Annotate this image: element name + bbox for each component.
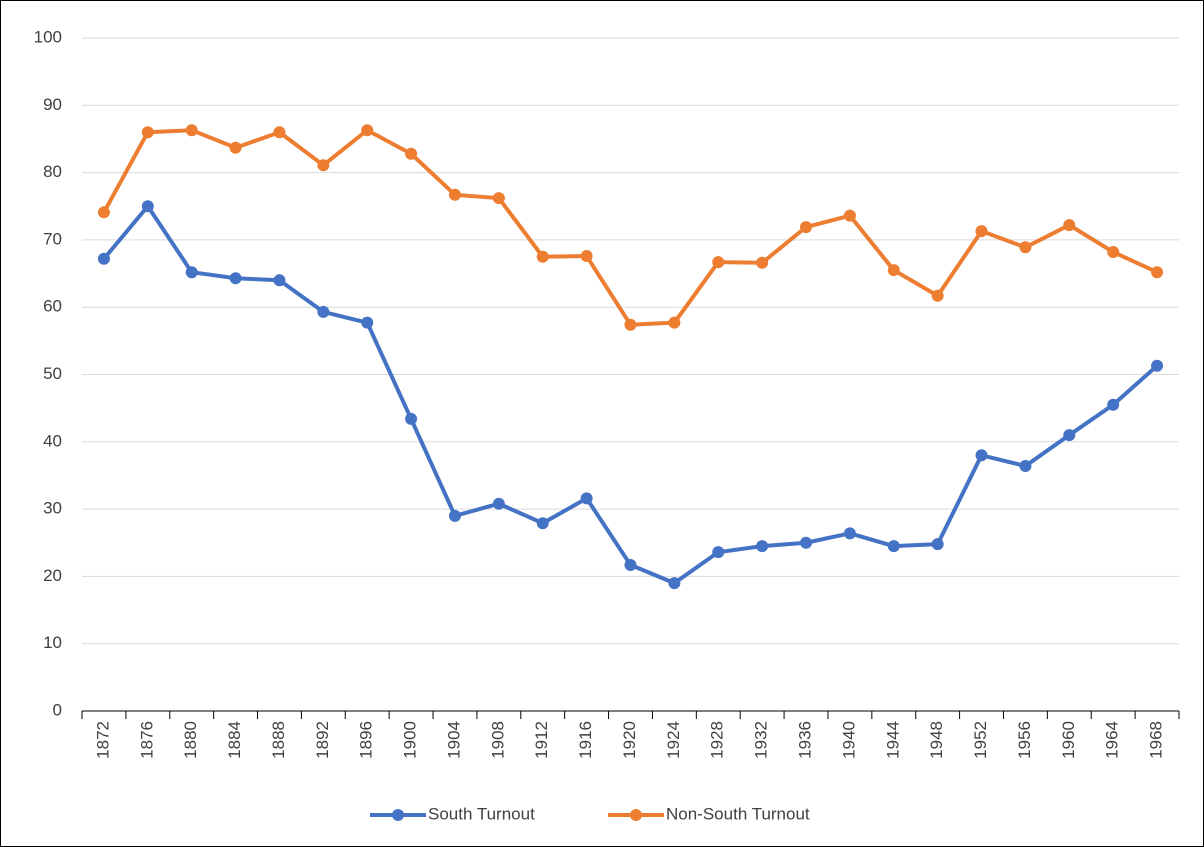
- point: [97, 252, 110, 265]
- x-tick-label: 1908: [488, 721, 507, 759]
- point: [887, 540, 900, 553]
- point: [1151, 266, 1164, 279]
- point: [317, 305, 330, 318]
- point: [756, 256, 769, 269]
- y-tick-label: 60: [43, 297, 62, 316]
- point: [317, 159, 330, 172]
- point: [887, 264, 900, 277]
- point: [1063, 219, 1076, 232]
- point: [800, 536, 813, 549]
- point: [931, 538, 944, 551]
- x-tick-label: 1876: [137, 721, 156, 759]
- point: [843, 209, 856, 222]
- y-tick-label: 50: [43, 364, 62, 383]
- x-tick-label: 1960: [1059, 721, 1078, 759]
- y-tick-label: 0: [53, 700, 62, 719]
- x-tick-label: 1956: [1015, 721, 1034, 759]
- point: [1151, 359, 1164, 372]
- legend-label: South Turnout: [428, 804, 535, 823]
- point: [712, 546, 725, 559]
- point: [975, 449, 988, 462]
- y-tick-label: 90: [43, 95, 62, 114]
- x-tick-label: 1924: [664, 721, 683, 759]
- legend-label: Non-South Turnout: [666, 804, 810, 823]
- point: [536, 250, 549, 263]
- x-tick-label: 1964: [1103, 721, 1122, 759]
- x-tick-label: 1932: [752, 721, 771, 759]
- point: [448, 509, 461, 522]
- point: [229, 272, 242, 285]
- x-tick-label: 1892: [313, 721, 332, 759]
- x-tick-label: 1940: [839, 721, 858, 759]
- legend-marker: [392, 809, 404, 821]
- point: [668, 577, 681, 590]
- x-tick-label: 1968: [1147, 721, 1166, 759]
- point: [536, 517, 549, 530]
- x-tick-label: 1912: [532, 721, 551, 759]
- x-tick-label: 1920: [620, 721, 639, 759]
- x-tick-label: 1948: [927, 721, 946, 759]
- x-tick-label: 1880: [181, 721, 200, 759]
- point: [141, 126, 154, 139]
- point: [229, 141, 242, 154]
- point: [1019, 460, 1032, 473]
- x-tick-label: 1904: [444, 721, 463, 759]
- point: [1107, 246, 1120, 259]
- y-tick-label: 80: [43, 162, 62, 181]
- point: [405, 147, 418, 160]
- x-tick-label: 1916: [576, 721, 595, 759]
- y-tick-label: 40: [43, 431, 62, 450]
- point: [580, 250, 593, 263]
- x-tick-label: 1896: [357, 721, 376, 759]
- y-tick-label: 20: [43, 566, 62, 585]
- point: [185, 266, 198, 279]
- point: [448, 188, 461, 201]
- point: [712, 256, 725, 269]
- x-tick-label: 1888: [269, 721, 288, 759]
- point: [624, 558, 637, 571]
- point: [1107, 398, 1120, 411]
- x-tick-label: 1900: [401, 721, 420, 759]
- point: [580, 492, 593, 505]
- point: [756, 540, 769, 553]
- legend-marker: [630, 809, 642, 821]
- point: [668, 316, 681, 329]
- point: [843, 527, 856, 540]
- point: [975, 225, 988, 238]
- point: [141, 200, 154, 213]
- y-tick-label: 30: [43, 499, 62, 518]
- point: [361, 316, 374, 329]
- point: [624, 318, 637, 331]
- y-tick-label: 70: [43, 229, 62, 248]
- point: [1063, 429, 1076, 442]
- y-tick-label: 10: [43, 633, 62, 652]
- x-tick-label: 1884: [225, 721, 244, 759]
- point: [492, 497, 505, 510]
- point: [361, 124, 374, 137]
- x-tick-label: 1928: [708, 721, 727, 759]
- point: [273, 126, 286, 139]
- point: [931, 289, 944, 302]
- point: [1019, 241, 1032, 254]
- point: [492, 192, 505, 205]
- x-tick-label: 1936: [796, 721, 815, 759]
- x-tick-label: 1952: [971, 721, 990, 759]
- x-tick-label: 1944: [883, 721, 902, 759]
- point: [97, 206, 110, 219]
- y-tick-label: 100: [34, 27, 62, 46]
- point: [405, 412, 418, 425]
- x-tick-label: 1872: [93, 721, 112, 759]
- point: [273, 274, 286, 287]
- point: [185, 124, 198, 137]
- point: [800, 221, 813, 234]
